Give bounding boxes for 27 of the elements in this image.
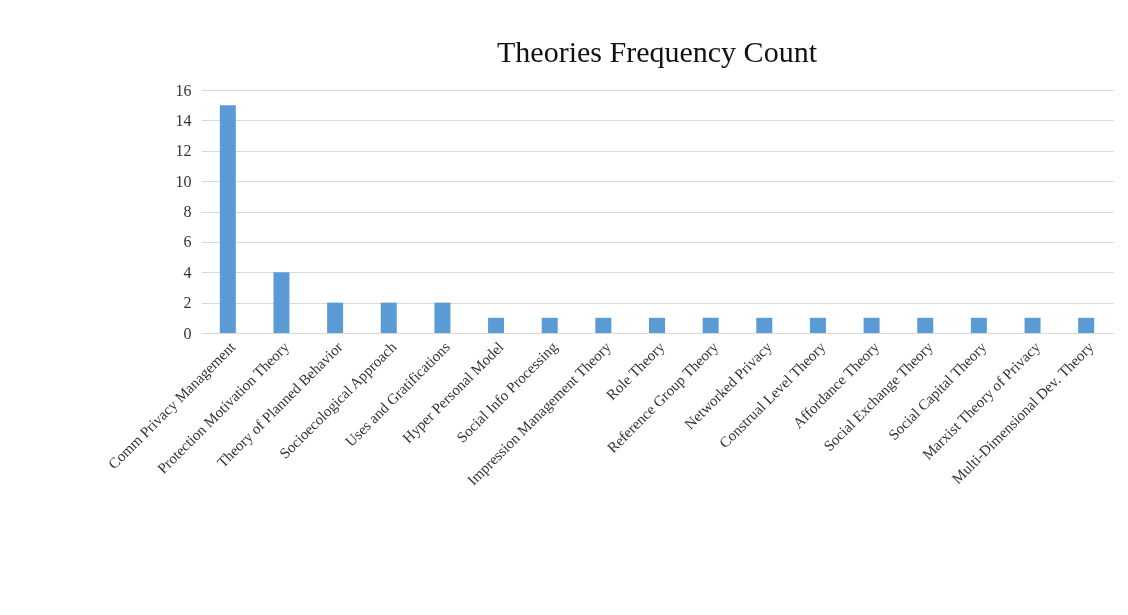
- y-tick-label: 0: [183, 324, 192, 342]
- bar: [488, 317, 505, 333]
- y-tick-label: 12: [175, 142, 192, 160]
- chart-title: Theories Frequency Count: [497, 35, 818, 68]
- bar: [595, 317, 612, 333]
- bar: [649, 317, 665, 333]
- bar: [702, 317, 719, 333]
- bar: [1024, 317, 1041, 333]
- bar: [917, 317, 934, 333]
- y-tick-label: 6: [183, 233, 192, 251]
- bar: [219, 105, 236, 333]
- bar: [1078, 317, 1095, 333]
- bar: [434, 302, 451, 333]
- bar: [756, 317, 773, 333]
- y-tick-label: 10: [175, 172, 192, 190]
- y-tick-label: 4: [183, 263, 192, 281]
- y-tick-label: 8: [183, 203, 192, 220]
- bar: [380, 302, 397, 333]
- bar: [541, 317, 558, 333]
- y-tick-label: 2: [183, 294, 192, 312]
- bar: [327, 302, 344, 333]
- bar: [809, 317, 826, 333]
- bar: [273, 272, 290, 333]
- y-tick-label: 14: [175, 111, 192, 129]
- y-tick-label: 16: [175, 81, 192, 99]
- bar: [863, 317, 880, 333]
- bar: [970, 317, 987, 333]
